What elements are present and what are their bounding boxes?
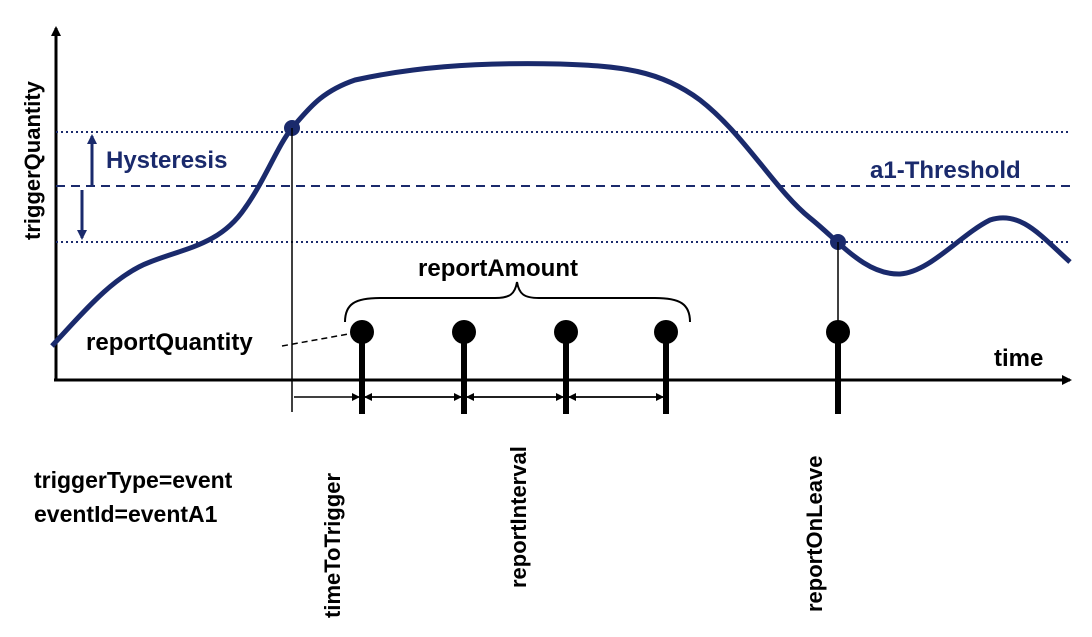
report-marker-2 (452, 320, 476, 414)
trigger-quantity-curve (50, 61, 1072, 348)
report-marker-1 (350, 320, 374, 414)
report-marker-4 (654, 320, 678, 414)
time-to-trigger-label: timeToTrigger (320, 473, 345, 618)
report-on-leave-label: reportOnLeave (802, 456, 827, 613)
report-quantity-leader (281, 332, 355, 347)
event-id-text: eventId=eventA1 (34, 501, 218, 527)
report-marker-3 (554, 320, 578, 414)
report-amount-brace (344, 281, 691, 323)
report-interval-label: reportInterval (506, 446, 531, 588)
y-axis-label: triggerQuantity (20, 80, 45, 240)
report-quantity-label: reportQuantity (86, 329, 253, 356)
x-axis-label: time (994, 345, 1043, 372)
report-amount-label: reportAmount (418, 255, 578, 282)
threshold-label: a1-Threshold (870, 157, 1021, 184)
hysteresis-label: Hysteresis (106, 147, 227, 174)
trigger-type-text: triggerType=event (34, 467, 233, 493)
report-marker-leave (826, 320, 850, 414)
report-markers (350, 320, 850, 414)
